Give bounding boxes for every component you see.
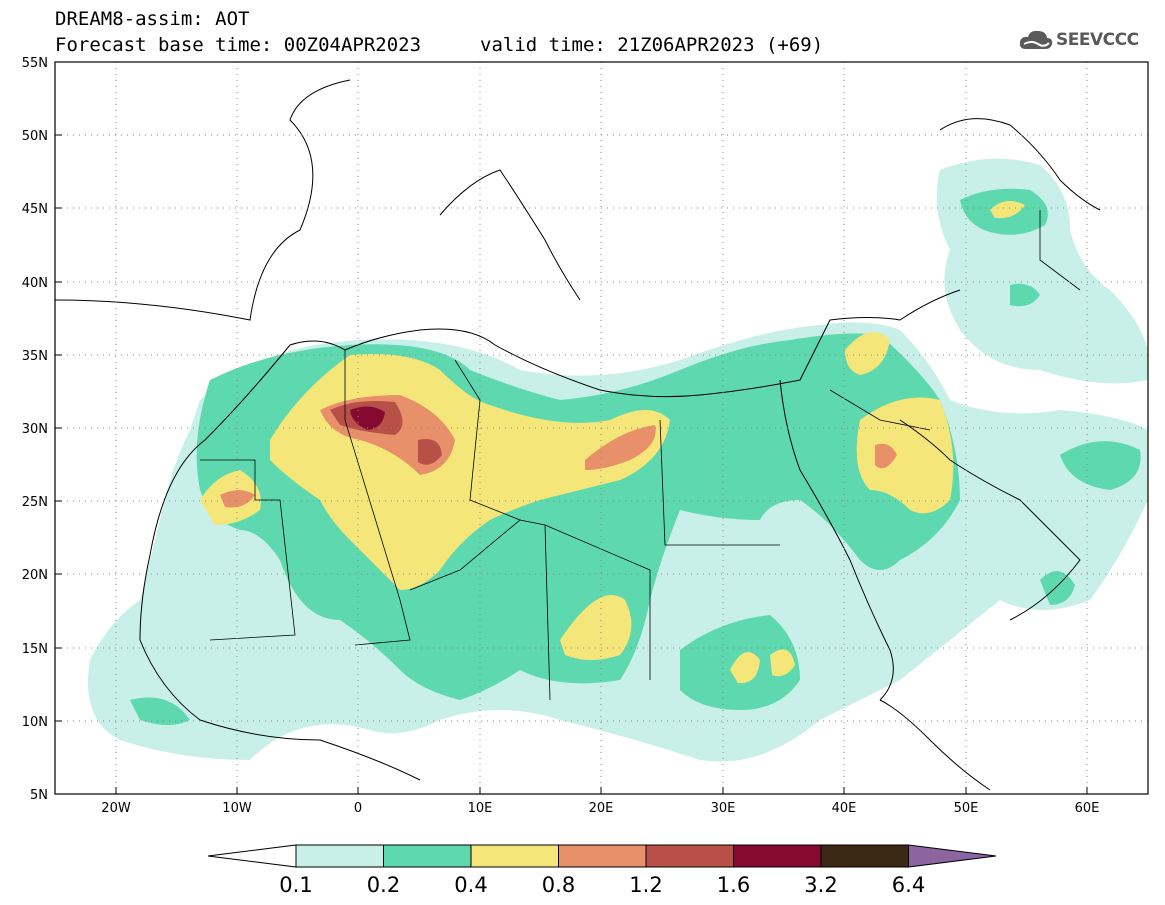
colorbar: 0.1 0.2 0.4 0.8 1.2 1.6 3.2 6.4 — [207, 844, 997, 897]
colorbar-label-3.2: 3.2 — [804, 873, 837, 897]
colorbar-box-1 — [383, 844, 472, 868]
colorbar-label-1.2: 1.2 — [629, 873, 662, 897]
lat-label-50n: 50N — [22, 129, 48, 144]
lat-label-10n: 10N — [22, 715, 48, 730]
valid-time: valid time: 21Z06APR2023 (+69) — [480, 34, 824, 56]
lat-label-55n: 55N — [22, 56, 48, 71]
lon-label-30e: 30E — [711, 801, 736, 816]
colorbar-box-4 — [645, 844, 734, 868]
forecast-base-time: Forecast base time: 00Z04APR2023 — [55, 34, 422, 56]
colorbar-over-triangle — [908, 844, 997, 868]
colorbar-label-0.4: 0.4 — [454, 873, 487, 897]
colorbar-box-6 — [820, 844, 909, 868]
colorbar-box-3 — [558, 844, 647, 868]
colorbar-box-2 — [470, 844, 559, 868]
lat-label-40n: 40N — [22, 276, 48, 291]
lon-label-0: 0 — [354, 801, 362, 816]
colorbar-box-0 — [295, 844, 384, 868]
graticule — [55, 62, 1148, 794]
colorbar-label-6.4: 6.4 — [892, 873, 925, 897]
map-title: DREAM8-assim: AOT — [55, 8, 250, 30]
colorbar-label-0.1: 0.1 — [279, 873, 312, 897]
colorbar-box-5 — [733, 844, 822, 868]
lon-label-10w: 10W — [222, 801, 252, 816]
colorbar-label-0.2: 0.2 — [367, 873, 400, 897]
lon-label-10e: 10E — [468, 801, 493, 816]
lon-label-60e: 60E — [1075, 801, 1100, 816]
colorbar-label-0.8: 0.8 — [542, 873, 575, 897]
lat-label-25n: 25N — [22, 495, 48, 510]
seevccc-logo: SEEVCCC — [1018, 27, 1139, 53]
colorbar-under-triangle — [207, 844, 297, 868]
lat-label-15n: 15N — [22, 642, 48, 657]
logo-text: SEEVCCC — [1056, 30, 1139, 50]
aot-band-1.6 — [350, 406, 385, 430]
colorbar-label-1.6: 1.6 — [717, 873, 750, 897]
coastlines — [55, 79, 1101, 791]
lat-label-35n: 35N — [22, 349, 48, 364]
lon-label-50e: 50E — [954, 801, 979, 816]
lat-label-30n: 30N — [22, 422, 48, 437]
lat-label-45n: 45N — [22, 202, 48, 217]
lat-label-5n: 5N — [30, 788, 48, 803]
cloud-icon — [1019, 30, 1053, 49]
lon-label-40e: 40E — [832, 801, 857, 816]
lat-label-20n: 20N — [22, 568, 48, 583]
country-borders — [200, 210, 1081, 701]
lon-label-20w: 20W — [101, 801, 131, 816]
tick-marks — [55, 61, 1088, 794]
lon-label-20e: 20E — [589, 801, 614, 816]
